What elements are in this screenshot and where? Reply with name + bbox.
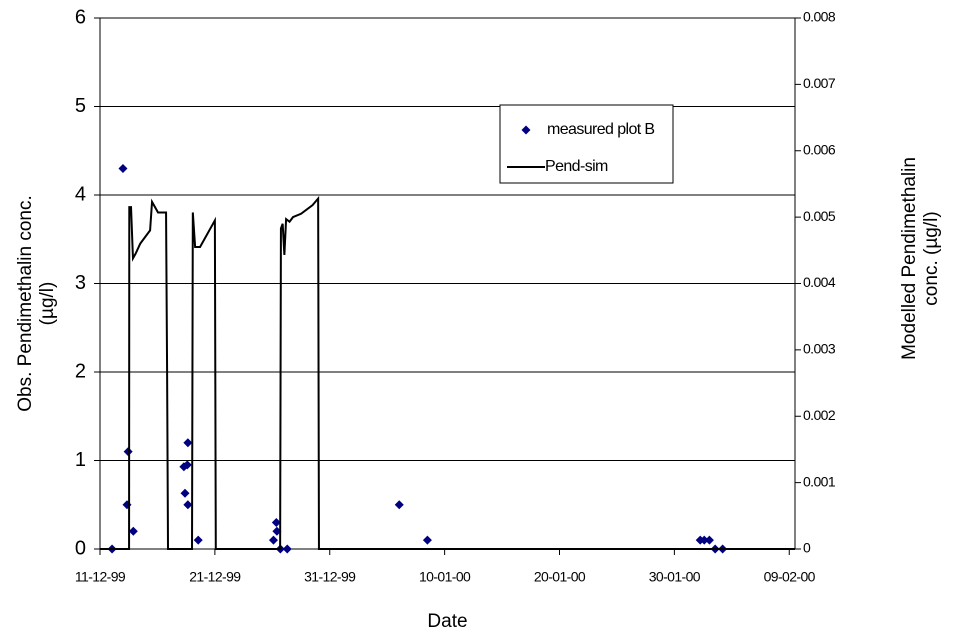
y-tick-label: 2: [75, 360, 86, 382]
y-tick-label: 3: [75, 272, 86, 294]
y2-axis-title: Modelled Pendimethalin: [899, 157, 920, 360]
line: [100, 195, 795, 550]
data-point: [422, 535, 432, 545]
y-tick-label: 6: [75, 6, 86, 28]
x-tick-label: 31-12-99: [304, 569, 356, 585]
x-tick-label: 20-01-00: [534, 569, 586, 585]
y-axis-title: Obs. Pendimethalin conc.: [15, 195, 36, 412]
y2-tick-label: 0.008: [803, 9, 836, 25]
y2-tick-label: 0: [803, 540, 811, 556]
data-point: [128, 526, 138, 536]
data-point: [183, 500, 193, 510]
y-tick-label: 1: [75, 449, 86, 471]
x-tick-label: 10-01-00: [419, 569, 471, 585]
y2-tick-label: 0.005: [803, 208, 836, 224]
y2-tick-label: 0.007: [803, 75, 836, 91]
y2-tick-label: 0.001: [803, 473, 836, 489]
y2-tick-label: 0.003: [803, 341, 836, 357]
data-point: [183, 438, 193, 448]
data-point: [282, 544, 292, 554]
data-point: [118, 163, 128, 173]
y-axis-title: (µg/l): [37, 282, 58, 326]
data-point: [394, 500, 404, 510]
legend-label: Pend-sim: [545, 158, 608, 175]
legend-box: [499, 104, 674, 184]
x-tick-label: 21-12-99: [189, 569, 241, 585]
data-point: [699, 535, 709, 545]
data-point: [704, 535, 714, 545]
data-point: [268, 535, 278, 545]
y-tick-label: 5: [75, 95, 86, 117]
x-tick-label: 11-12-99: [75, 569, 126, 585]
data-point: [193, 535, 203, 545]
data-point: [272, 526, 282, 536]
y2-tick-label: 0.002: [803, 407, 836, 423]
data-point: [180, 488, 190, 498]
legend-label: measured plot B: [547, 121, 655, 138]
x-tick-label: 09-02-00: [764, 569, 816, 585]
x-axis-title: Date: [427, 611, 467, 632]
legend-marker: [521, 125, 531, 135]
data-point: [271, 517, 281, 527]
data-point: [122, 500, 132, 510]
y-tick-label: 0: [75, 537, 86, 559]
y2-axis-title: conc. (µg/l): [921, 211, 942, 305]
data-point: [182, 460, 192, 470]
legend: measured plot B Pend-sim: [499, 104, 674, 184]
y-tick-label: 4: [75, 183, 86, 205]
x-tick-label: 30-01-00: [649, 569, 701, 585]
y2-tick-label: 0.004: [803, 274, 836, 290]
y2-tick-label: 0.006: [803, 141, 836, 157]
